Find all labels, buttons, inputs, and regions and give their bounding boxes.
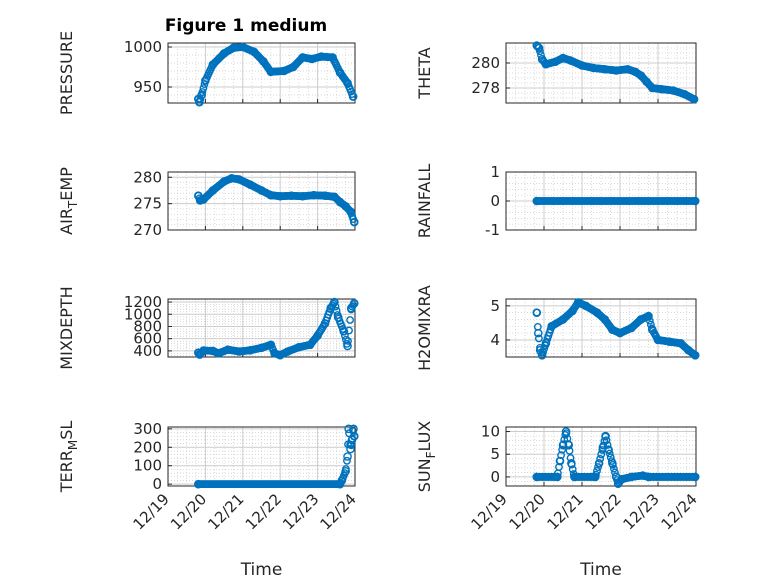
y-tick-label: 950 xyxy=(133,78,162,96)
y-axis-label: MIXDEPTH xyxy=(57,286,76,369)
y-tick-label: 278 xyxy=(471,79,500,97)
y-tick-label: 1200 xyxy=(124,293,162,311)
y-tick-label: 100 xyxy=(133,457,162,475)
grid-pressure xyxy=(168,43,355,103)
y-axis-label: H2OMIXRA xyxy=(415,285,434,371)
y-tick-label: 1 xyxy=(490,163,500,181)
y-axis-label: PRESSURE xyxy=(57,31,76,115)
y-tick-label: 270 xyxy=(133,221,162,239)
y-tick-label: 5 xyxy=(490,297,500,315)
y-tick-label: 280 xyxy=(133,168,162,186)
y-tick-label: 275 xyxy=(133,195,162,213)
y-tick-label: 5 xyxy=(490,445,500,463)
x-axis-label: Time xyxy=(240,560,283,580)
series-rainfall xyxy=(533,197,699,204)
y-axis-label: RAINFALL xyxy=(415,164,434,239)
grid-theta xyxy=(506,43,696,103)
figure-canvas: Figure 1 medium 9501000PRESSURE 278280THE… xyxy=(0,0,778,583)
y-tick-label: 280 xyxy=(471,54,500,72)
y-tick-label: 1000 xyxy=(124,38,162,56)
y-tick-label: 0 xyxy=(152,475,162,493)
y-tick-label: 4 xyxy=(490,331,500,349)
y-tick-label: 0 xyxy=(490,468,500,486)
y-tick-label: 300 xyxy=(133,420,162,438)
y-tick-label: 200 xyxy=(133,438,162,456)
y-tick-label: 0 xyxy=(490,192,500,210)
figure-title: Figure 1 medium xyxy=(165,16,327,36)
x-axis-label: Time xyxy=(579,560,622,580)
y-tick-label: -1 xyxy=(485,221,500,239)
y-axis-label: THETA xyxy=(415,47,434,99)
y-tick-label: 10 xyxy=(481,423,500,441)
